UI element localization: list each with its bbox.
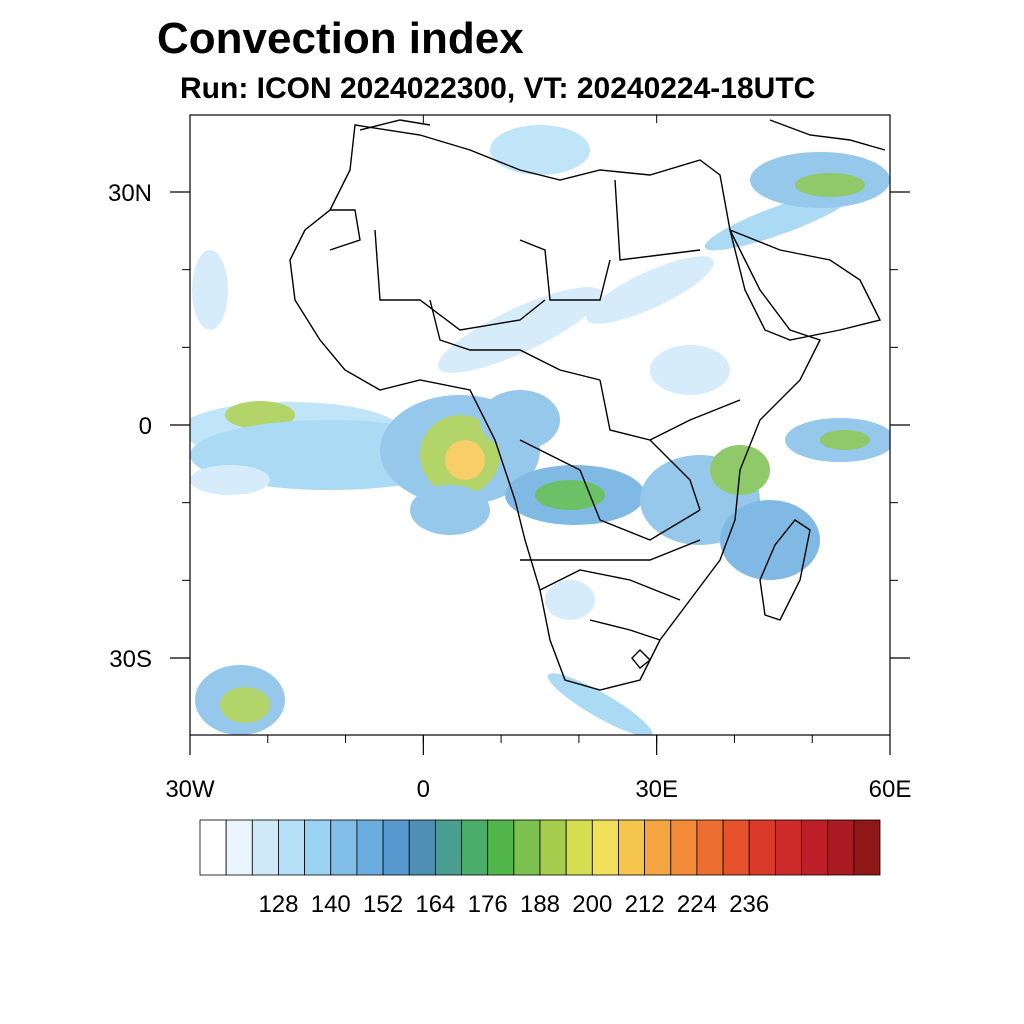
colorbar-swatch bbox=[827, 819, 855, 876]
y-tick-label: 0 bbox=[139, 413, 152, 440]
y-tick-label: 30S bbox=[109, 646, 152, 673]
colorbar-swatch bbox=[278, 819, 306, 876]
colorbar-swatch bbox=[487, 819, 515, 876]
x-tick-label: 0 bbox=[417, 776, 430, 803]
y-tick-label: 30N bbox=[108, 180, 152, 207]
colorbar-swatch bbox=[853, 819, 881, 876]
colorbar-swatch bbox=[539, 819, 567, 876]
colorbar-swatch bbox=[513, 819, 541, 876]
colorbar-label: 164 bbox=[415, 891, 455, 918]
colorbar-swatch bbox=[408, 819, 436, 876]
colorbar-swatch bbox=[304, 819, 332, 876]
colorbar-label: 236 bbox=[729, 891, 769, 918]
colorbar-swatch bbox=[774, 819, 802, 876]
colorbar-swatch bbox=[382, 819, 410, 876]
colorbar-swatch bbox=[356, 819, 384, 876]
colorbar-swatch bbox=[748, 819, 776, 876]
colorbar-label: 212 bbox=[625, 891, 665, 918]
colorbar-swatch bbox=[644, 819, 672, 876]
x-tick-label: 30W bbox=[165, 776, 215, 803]
colorbar-swatch bbox=[330, 819, 358, 876]
chart-subtitle: Run: ICON 2024022300, VT: 20240224-18UTC bbox=[180, 72, 816, 105]
colorbar-label: 176 bbox=[468, 891, 508, 918]
colorbar-swatch bbox=[225, 819, 253, 876]
colorbar-swatch bbox=[696, 819, 724, 876]
x-tick-label: 60E bbox=[869, 776, 912, 803]
colorbar-swatch bbox=[434, 819, 462, 876]
colorbar-swatch bbox=[618, 819, 646, 876]
colorbar-swatch bbox=[461, 819, 489, 876]
colorbar-label: 140 bbox=[311, 891, 351, 918]
colorbar-label: 224 bbox=[677, 891, 717, 918]
colorbar-label: 152 bbox=[363, 891, 403, 918]
axis-ticks: 30W 0 30E 60E 30N 0 30S bbox=[108, 115, 911, 803]
colorbar-swatch bbox=[801, 819, 829, 876]
colorbar-swatch bbox=[199, 819, 227, 876]
x-tick-label: 30E bbox=[635, 776, 678, 803]
colorbar-label: 200 bbox=[572, 891, 612, 918]
colorbar-swatch bbox=[670, 819, 698, 876]
colorbar-swatch bbox=[565, 819, 593, 876]
colorbar-label: 128 bbox=[258, 891, 298, 918]
coastlines-and-borders bbox=[289, 119, 886, 691]
convection-field bbox=[190, 125, 890, 735]
colorbar: 128 140 152 164 176 188 200 212 224 236 bbox=[199, 819, 881, 918]
colorbar-swatch bbox=[591, 819, 619, 876]
colorbar-swatch bbox=[251, 819, 279, 876]
chart-title: Convection index bbox=[157, 14, 524, 63]
colorbar-label: 188 bbox=[520, 891, 560, 918]
colorbar-swatch bbox=[722, 819, 750, 876]
